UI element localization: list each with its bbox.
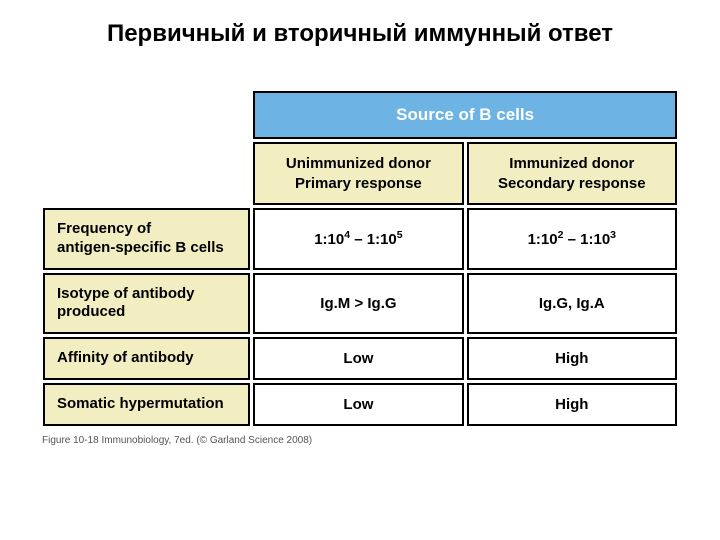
sub-header-secondary: Immunized donor Secondary response (467, 142, 677, 205)
empty-cell (43, 91, 250, 139)
row-label-line: produced (57, 303, 125, 320)
cell-value: High (467, 337, 677, 380)
row-label-line: Affinity of antibody (57, 349, 194, 366)
cell-value: Low (253, 337, 463, 380)
row-label-line: Isotype of antibody (57, 285, 195, 302)
table: Source of B cells Unimmunized donor Prim… (40, 88, 680, 429)
sub-header-line: Immunized donor (509, 155, 634, 172)
main-header: Source of B cells (253, 91, 677, 139)
cell-value: High (467, 383, 677, 426)
row-label-line: antigen-specific B cells (57, 239, 224, 256)
comparison-table: Source of B cells Unimmunized donor Prim… (40, 88, 680, 446)
figure-caption: Figure 10-18 Immunobiology, 7ed. (© Garl… (42, 435, 680, 446)
cell-value: Low (253, 383, 463, 426)
row-label-line: Frequency of (57, 220, 151, 237)
row-label-line: Somatic hypermutation (57, 395, 224, 412)
sub-header-line: Secondary response (498, 175, 646, 192)
table-row: Frequency of antigen-specific B cells 1:… (43, 208, 677, 270)
table-row: Affinity of antibody Low High (43, 337, 677, 380)
row-label: Affinity of antibody (43, 337, 250, 380)
row-label: Isotype of antibody produced (43, 273, 250, 335)
sub-header-line: Primary response (295, 175, 422, 192)
table-row: Isotype of antibody produced Ig.M > Ig.G… (43, 273, 677, 335)
cell-value: Ig.M > Ig.G (253, 273, 463, 335)
cell-value: Ig.G, Ig.A (467, 273, 677, 335)
row-label: Somatic hypermutation (43, 383, 250, 426)
table-row: Somatic hypermutation Low High (43, 383, 677, 426)
empty-cell (43, 142, 250, 205)
sub-header-primary: Unimmunized donor Primary response (253, 142, 463, 205)
sub-header-line: Unimmunized donor (286, 155, 431, 172)
cell-value: 1:104 – 1:105 (253, 208, 463, 270)
row-label: Frequency of antigen-specific B cells (43, 208, 250, 270)
cell-value: 1:102 – 1:103 (467, 208, 677, 270)
page-title: Первичный и вторичный иммунный ответ (40, 20, 680, 48)
